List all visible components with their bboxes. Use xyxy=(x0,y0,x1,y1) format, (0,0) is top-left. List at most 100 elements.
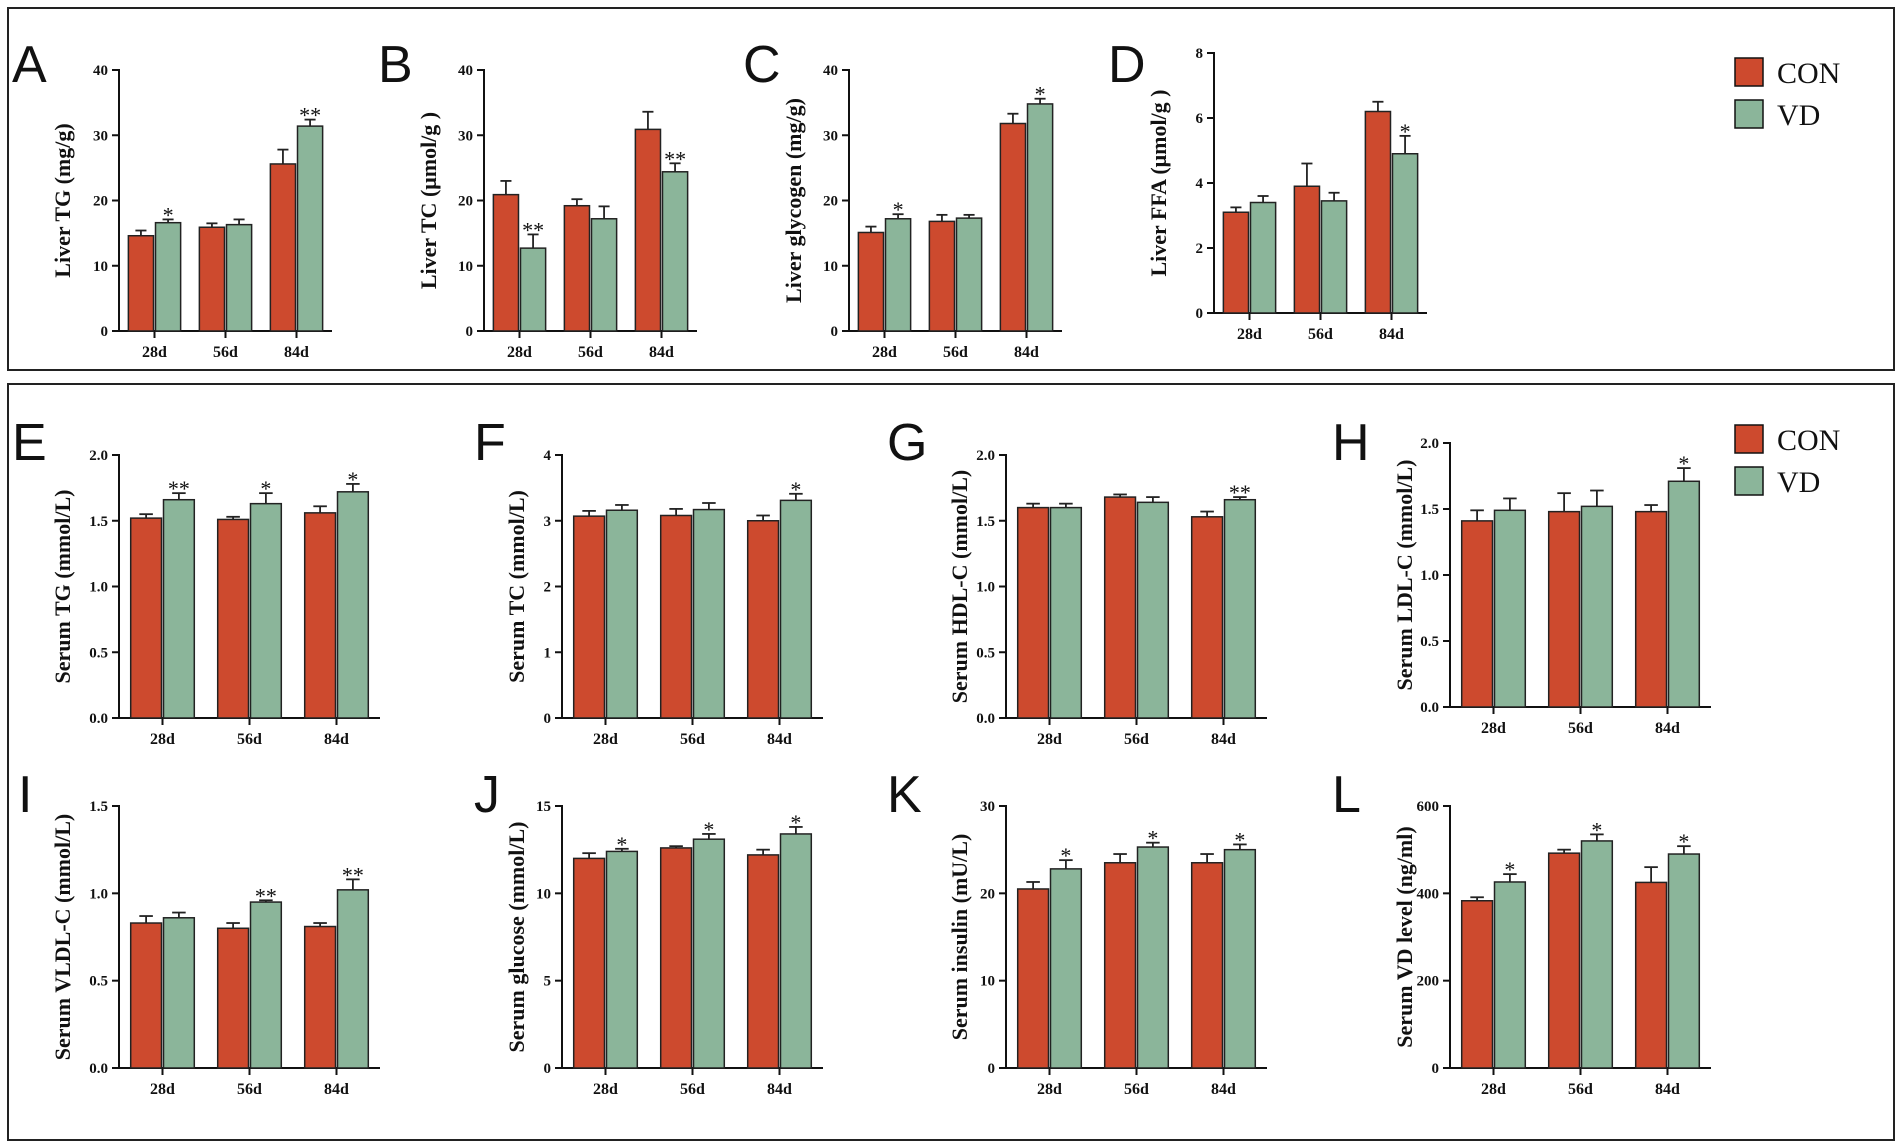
y-tick-label-f-4: 4 xyxy=(544,448,552,464)
x-tick-label-l-1: 56d xyxy=(1568,1081,1593,1098)
significance-a-28d: * xyxy=(163,202,174,227)
significance-b-84d: ** xyxy=(664,146,686,171)
y-tick-label-b-2: 20 xyxy=(458,194,473,210)
x-tick-label-h-0: 28d xyxy=(1481,720,1506,737)
chart-g: G Serum HDL-C (mmol/L)0.0 0.5 1.0 1.5 2.0 28d 5… xyxy=(887,414,1267,748)
bar-b-con-56d xyxy=(563,204,591,332)
bar-i-vd-56d xyxy=(249,901,283,1069)
bar-c-vd-56d xyxy=(955,217,983,332)
bar-g-vd-56d xyxy=(1136,501,1170,719)
bar-l-con-28d xyxy=(1460,900,1494,1069)
panel-letter-c: C xyxy=(743,36,781,94)
y-tick-label-c-4: 40 xyxy=(823,63,838,79)
significance-i-56d: ** xyxy=(255,883,277,908)
top-panel-frame xyxy=(7,7,1895,371)
y-tick-label-g-3: 1.5 xyxy=(976,514,995,530)
x-tick-label-c-2: 84d xyxy=(1014,344,1039,361)
bar-d-con-28d xyxy=(1222,211,1250,314)
bar-j-con-28d xyxy=(572,857,606,1069)
x-tick-label-f-2: 84d xyxy=(767,731,792,748)
y-tick-label-e-3: 1.5 xyxy=(89,514,108,530)
x-tick-label-g-2: 84d xyxy=(1211,731,1236,748)
y-tick-label-g-0: 0.0 xyxy=(976,711,995,727)
y-tick-label-h-2: 1.0 xyxy=(1420,568,1439,584)
chart-h: H Serum LDL-C (mmol/L)0.0 0.5 1.0 1.5 2.0 28d 5… xyxy=(1332,414,1711,737)
y-tick-label-g-2: 1.0 xyxy=(976,580,995,596)
significance-c-84d: * xyxy=(1035,82,1046,107)
x-tick-label-a-2: 84d xyxy=(284,344,309,361)
x-tick-label-k-2: 84d xyxy=(1211,1081,1236,1098)
y-tick-label-a-4: 40 xyxy=(93,63,108,79)
bar-g-vd-28d xyxy=(1049,506,1083,719)
y-tick-label-f-2: 2 xyxy=(544,580,552,596)
y-tick-label-e-0: 0.0 xyxy=(89,711,108,727)
y-tick-label-i-1: 0.5 xyxy=(89,974,108,990)
bar-g-con-28d xyxy=(1016,506,1050,719)
legend-top-vd-swatch xyxy=(1734,99,1764,129)
bar-f-vd-84d xyxy=(779,499,813,719)
y-tick-label-g-4: 2.0 xyxy=(976,448,995,464)
y-tick-label-b-1: 10 xyxy=(458,259,473,275)
y-tick-label-h-3: 1.5 xyxy=(1420,502,1439,518)
ylabel-j: Serum glucose (mmol/L) xyxy=(504,822,529,1053)
ylabel-l: Serum VD level (ng/ml) xyxy=(1392,826,1417,1047)
ylabel-g: Serum HDL-C (mmol/L) xyxy=(947,470,972,703)
bar-d-con-56d xyxy=(1293,185,1321,314)
panel-letter-l: L xyxy=(1332,766,1361,824)
bar-k-vd-28d xyxy=(1049,868,1083,1069)
ylabel-a: Liver TG (mg/g) xyxy=(50,123,75,277)
bar-i-con-28d xyxy=(129,922,163,1069)
bar-k-con-56d xyxy=(1103,862,1137,1069)
bar-l-vd-28d xyxy=(1493,881,1527,1069)
y-tick-label-j-1: 5 xyxy=(544,974,552,990)
y-tick-label-k-2: 20 xyxy=(980,886,995,902)
legend-bottom-vd-swatch xyxy=(1734,466,1764,496)
panel-letter-h: H xyxy=(1332,414,1370,472)
x-tick-label-e-0: 28d xyxy=(150,731,175,748)
bar-c-vd-84d xyxy=(1026,103,1054,332)
x-tick-label-b-2: 84d xyxy=(649,344,674,361)
x-tick-label-k-0: 28d xyxy=(1037,1081,1062,1098)
significance-j-28d: * xyxy=(616,832,627,857)
y-tick-label-c-1: 10 xyxy=(823,259,838,275)
y-tick-label-l-0: 0 xyxy=(1432,1061,1440,1077)
panel-letter-g: G xyxy=(887,414,927,472)
chart-f: F Serum TC (mmol/L) 0 1 2 3 4 28d 56d 84d * xyxy=(474,414,823,748)
significance-i-84d: ** xyxy=(342,862,364,887)
y-tick-label-l-3: 600 xyxy=(1417,799,1440,815)
ylabel-d: Liver FFA (μmol/g ) xyxy=(1146,89,1171,276)
bar-c-vd-28d xyxy=(884,218,912,332)
bar-f-con-28d xyxy=(572,515,606,719)
y-tick-label-a-1: 10 xyxy=(93,259,108,275)
bar-h-vd-84d xyxy=(1667,480,1701,708)
bar-g-con-84d xyxy=(1190,516,1224,719)
x-tick-label-a-1: 56d xyxy=(213,344,238,361)
y-tick-label-j-3: 15 xyxy=(536,799,551,815)
bar-i-vd-28d xyxy=(162,917,196,1069)
bar-b-vd-28d xyxy=(519,247,547,332)
x-tick-label-b-0: 28d xyxy=(507,344,532,361)
bar-j-con-56d xyxy=(659,847,693,1069)
x-tick-label-j-2: 84d xyxy=(767,1081,792,1098)
y-tick-label-l-1: 200 xyxy=(1417,974,1440,990)
legend-top-con-swatch xyxy=(1734,57,1764,87)
bottom-panel-frame xyxy=(7,383,1895,1141)
bar-g-con-56d xyxy=(1103,496,1137,719)
bar-g-vd-84d xyxy=(1223,498,1257,719)
bar-a-con-84d xyxy=(269,163,297,332)
bar-l-con-56d xyxy=(1547,852,1581,1069)
panel-letter-i: I xyxy=(18,766,32,824)
bar-f-vd-28d xyxy=(605,509,639,719)
bar-b-con-28d xyxy=(492,193,520,332)
y-tick-label-j-0: 0 xyxy=(544,1061,552,1077)
significance-e-28d: ** xyxy=(168,476,190,501)
y-tick-label-k-1: 10 xyxy=(980,974,995,990)
bar-j-vd-28d xyxy=(605,850,639,1069)
significance-l-28d: * xyxy=(1504,857,1515,882)
bar-l-vd-56d xyxy=(1580,840,1614,1069)
y-tick-label-h-0: 0.0 xyxy=(1420,700,1439,716)
